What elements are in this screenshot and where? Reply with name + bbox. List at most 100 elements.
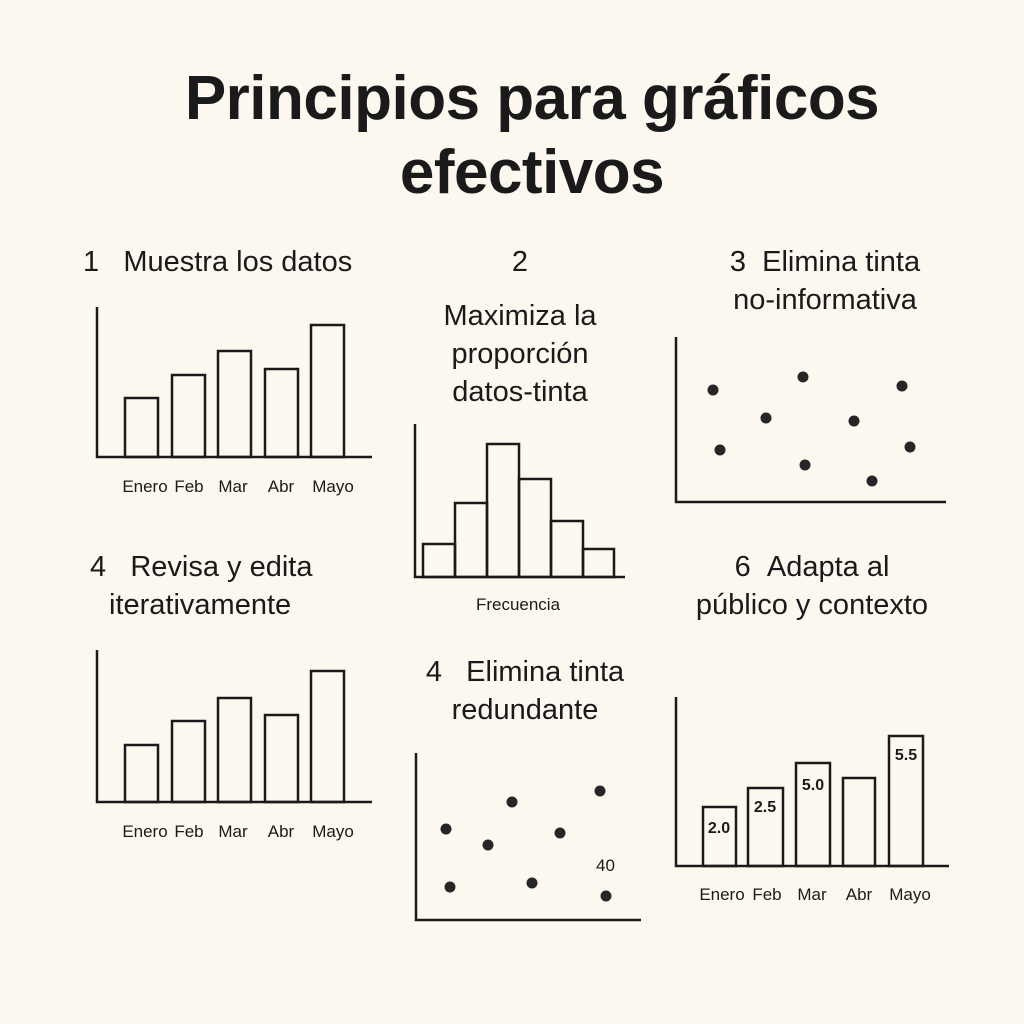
title-line-1: Principios para gráficos xyxy=(184,64,880,133)
title-line-2: efectivos xyxy=(399,138,665,207)
scatter-point xyxy=(760,412,772,424)
bar-enero xyxy=(123,396,160,459)
panel-number: 3 xyxy=(729,246,747,278)
chart-2-xlabel: Frecuencia xyxy=(476,595,561,614)
chart-3-scatter xyxy=(707,371,916,487)
panel-label-line: datos-tinta xyxy=(452,376,588,408)
panel-label-line: Revisa y edita xyxy=(130,551,313,583)
tick-label: Feb xyxy=(174,822,203,841)
scatter-point xyxy=(848,415,860,427)
panel-label-line: no-informativa xyxy=(733,284,917,316)
chart-6-x-ticks: Enero Feb Mar Abr Mayo xyxy=(699,885,930,904)
tick-label: Mar xyxy=(797,885,827,904)
page-title: Principios para gráficos efectivos xyxy=(0,62,1024,210)
chart-6-data-labels: 2.0 2.5 5.0 5.5 xyxy=(708,747,917,837)
bar-abr xyxy=(263,713,300,804)
tick-label: Enero xyxy=(122,822,167,841)
scatter-point xyxy=(714,444,726,456)
bar-feb xyxy=(746,786,785,868)
scatter-point xyxy=(482,839,494,851)
scatter-point xyxy=(797,371,809,383)
scatter-point xyxy=(799,459,811,471)
panel-label-line: Elimina tinta xyxy=(466,656,625,688)
hist-bin xyxy=(517,477,553,579)
hist-bin xyxy=(549,519,585,579)
chart-1-axes xyxy=(95,307,372,459)
panel-label-line: redundante xyxy=(451,694,599,726)
chart-6-bar xyxy=(674,697,949,868)
tick-label: Mayo xyxy=(312,477,354,496)
scatter-point xyxy=(896,380,908,392)
scatter-point xyxy=(554,827,566,839)
tick-label: Mayo xyxy=(889,885,931,904)
hist-bin xyxy=(485,442,521,579)
tick-label: Enero xyxy=(122,477,167,496)
bar-feb xyxy=(170,719,207,804)
panel-number: 4 xyxy=(425,656,442,688)
bar-abr xyxy=(841,776,877,868)
tick-label: Feb xyxy=(752,885,781,904)
panel-5-title: 4 Elimina tinta redundante xyxy=(400,653,650,729)
tick-label: Mar xyxy=(218,822,248,841)
panel-label: Muestra los datos xyxy=(123,246,353,278)
panel-label-line: proporción xyxy=(451,338,589,370)
chart-5-axes xyxy=(414,753,641,922)
chart-4-axes xyxy=(95,650,372,804)
hist-bin xyxy=(581,547,616,579)
data-label: 2.0 xyxy=(708,820,730,837)
bar-mayo xyxy=(309,323,346,459)
bar-feb xyxy=(170,373,207,459)
panel-label-line: iterativamente xyxy=(109,589,292,621)
tick-label: Mar xyxy=(218,477,248,496)
scatter-point xyxy=(526,877,538,889)
bar-mar xyxy=(794,761,832,868)
scatter-point xyxy=(506,796,518,808)
tick-label: Abr xyxy=(268,477,295,496)
panel-label-line: Adapta al xyxy=(766,551,890,583)
tick-label: Feb xyxy=(174,477,203,496)
hist-bin xyxy=(421,542,457,579)
bar-enero xyxy=(701,805,738,868)
bar-enero xyxy=(123,743,160,804)
chart-5-annotation: 40 xyxy=(596,856,615,875)
chart-4-bar xyxy=(95,650,372,804)
panel-4-title: 4 Revisa y edita iterativamente xyxy=(90,548,312,624)
bar-mayo xyxy=(887,734,925,868)
panel-2-title: 2 Maximiza la proporción datos-tinta xyxy=(400,243,640,411)
scatter-point xyxy=(594,785,606,797)
scatter-point xyxy=(440,823,452,835)
scatter-point xyxy=(707,384,719,396)
panel-3-title: 3 Elimina tinta no-informativa xyxy=(690,243,960,319)
tick-label: Mayo xyxy=(312,822,354,841)
data-label: 5.0 xyxy=(802,777,824,794)
panel-label-line: público y contexto xyxy=(695,589,929,621)
data-label: 5.5 xyxy=(895,747,917,764)
bar-mayo xyxy=(309,669,346,804)
bar-mar xyxy=(216,696,253,804)
panel-6-title: 6 Adapta al público y contexto xyxy=(670,548,954,624)
panel-label-line: Maximiza la xyxy=(443,300,597,332)
panel-1-title: 1 Muestra los datos xyxy=(83,243,352,281)
panel-number: 1 xyxy=(83,246,100,278)
scatter-point xyxy=(444,881,456,893)
data-label: 2.5 xyxy=(754,799,776,816)
chart-1-bar xyxy=(95,307,372,459)
chart-5-scatter xyxy=(440,785,612,902)
bar-mar xyxy=(216,349,253,459)
scatter-point xyxy=(600,890,612,902)
panel-number: 2 xyxy=(511,246,529,278)
scatter-point xyxy=(866,475,878,487)
chart-4-x-ticks: Enero Feb Mar Abr Mayo xyxy=(122,822,353,841)
hist-bin xyxy=(453,501,489,579)
tick-label: Abr xyxy=(846,885,873,904)
chart-1-x-ticks: Enero Feb Mar Abr Mayo xyxy=(122,477,353,496)
panel-number: 6 xyxy=(734,551,751,583)
panel-number: 4 xyxy=(90,551,107,583)
chart-2-histogram xyxy=(413,424,625,579)
panel-label-line: Elimina tinta xyxy=(762,246,921,278)
chart-3-axes xyxy=(674,337,946,504)
bar-abr xyxy=(263,367,300,459)
tick-label: Enero xyxy=(699,885,744,904)
scatter-point xyxy=(904,441,916,453)
